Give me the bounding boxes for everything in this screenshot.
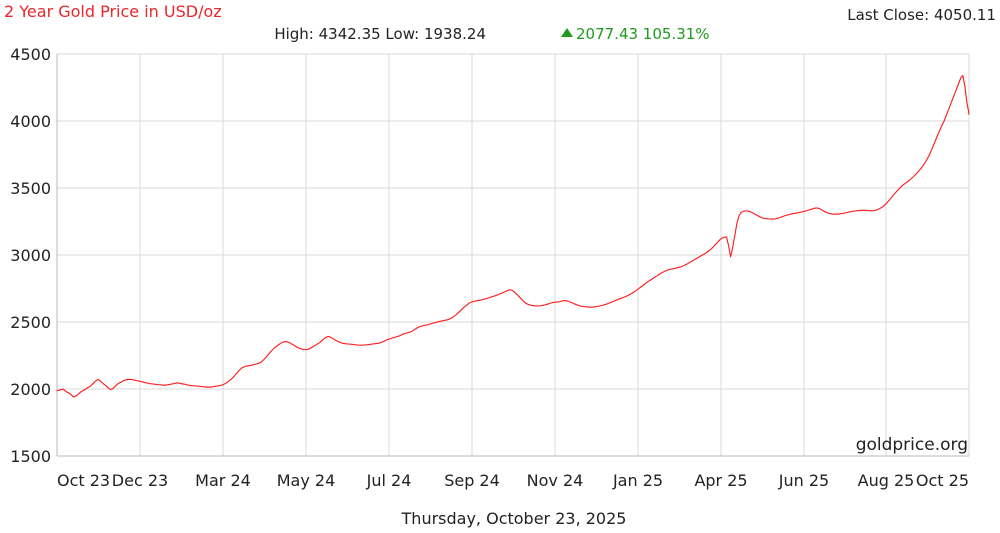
y-axis-tick-label: 1500 (10, 447, 51, 466)
x-axis-tick-label: Jan 25 (612, 471, 663, 490)
last-close-label: Last Close: 4050.11 (847, 6, 996, 24)
x-axis-tick-label: May 24 (277, 471, 336, 490)
chart-watermark: goldprice.org (856, 435, 968, 455)
price-change-summary: 2077.43 105.31% (576, 25, 710, 43)
up-arrow-icon (561, 28, 573, 37)
x-axis-tick-label: Oct 23 (57, 471, 110, 490)
x-axis-tick-label: Apr 25 (694, 471, 747, 490)
y-axis-tick-label: 4500 (10, 45, 51, 64)
x-axis-tick-label: Oct 25 (916, 471, 969, 490)
x-axis-tick-label: Dec 23 (112, 471, 168, 490)
y-axis-tick-label: 2000 (10, 380, 51, 399)
y-axis-tick-label: 3500 (10, 179, 51, 198)
y-axis-tick-label: 3000 (10, 246, 51, 265)
y-axis-tick-label: 4000 (10, 112, 51, 131)
high-low-summary: High: 4342.35 Low: 1938.24 (274, 25, 486, 43)
x-axis-tick-label: Mar 24 (195, 471, 251, 490)
chart-date-caption: Thursday, October 23, 2025 (401, 509, 627, 528)
chart-title: 2 Year Gold Price in USD/oz (4, 2, 222, 21)
x-axis-tick-label: Jul 24 (366, 471, 412, 490)
x-axis-tick-label: Nov 24 (527, 471, 584, 490)
chart-series-line (56, 74, 970, 398)
x-axis-tick-label: Sep 24 (444, 471, 500, 490)
y-axis-tick-label: 2500 (10, 313, 51, 332)
x-axis-tick-label: Aug 25 (858, 471, 915, 490)
x-axis-tick-label: Jun 25 (778, 471, 829, 490)
